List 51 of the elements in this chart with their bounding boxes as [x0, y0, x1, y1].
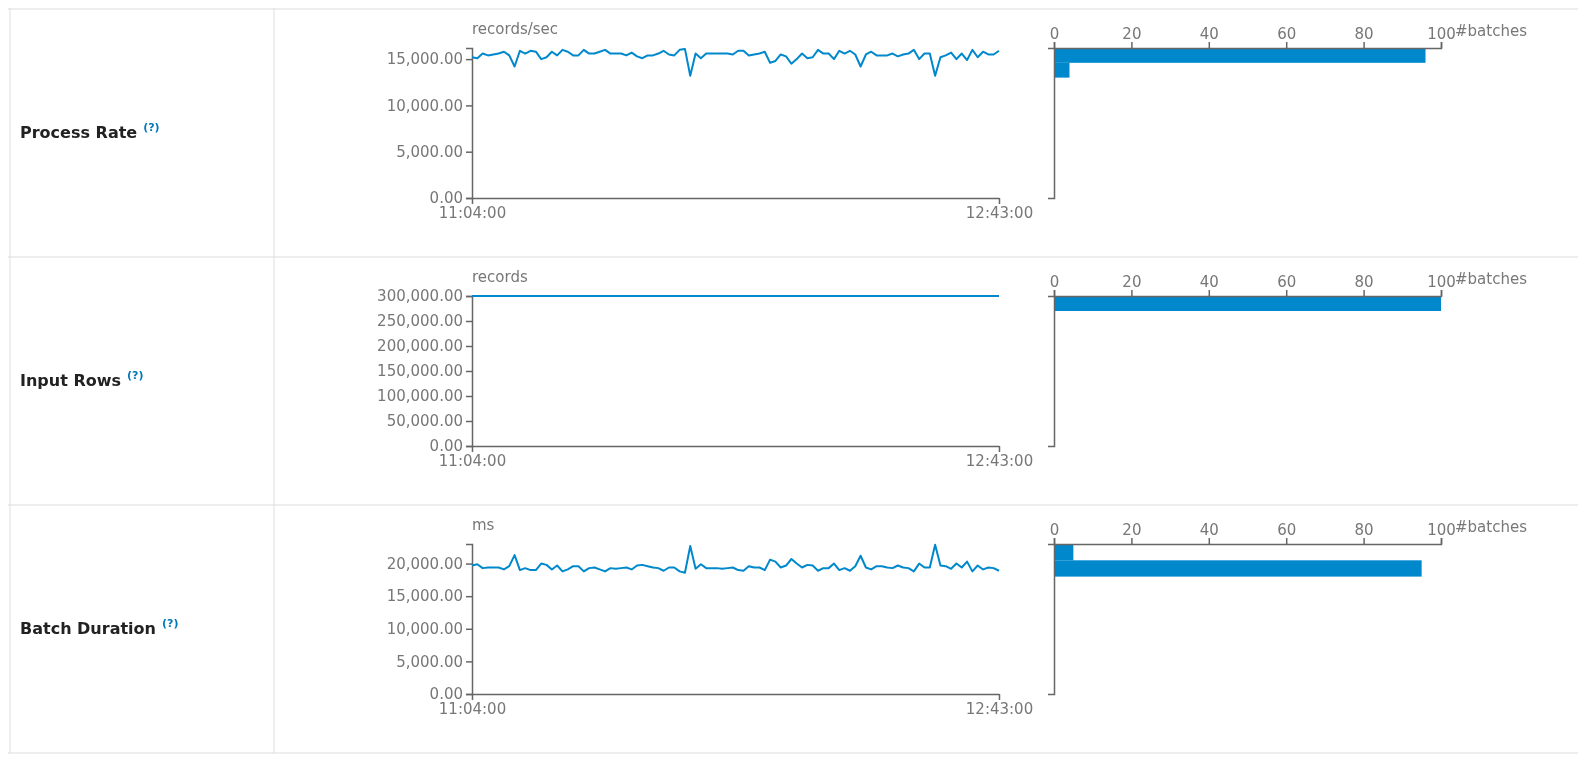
x-tick-label: 80 [1354, 25, 1374, 43]
y-tick-label: 15,000.00 [386, 50, 463, 69]
y-tick-label: 15,000.00 [386, 587, 463, 606]
x-tick-label: 12:43:00 [965, 699, 1034, 718]
x-tick-label: 40 [1199, 521, 1219, 539]
y-tick-label: 200,000.00 [377, 337, 463, 356]
x-tick-label: 12:43:00 [965, 203, 1034, 222]
text: (?) [161, 617, 179, 631]
y-axis-title: records/sec [472, 20, 559, 38]
text: Input Rows [20, 371, 122, 390]
y-tick-label: 20,000.00 [386, 554, 463, 573]
y-tick-label: 300,000.00 [377, 287, 463, 306]
x-tick-label: 0 [1049, 521, 1060, 539]
y-tick-label: 10,000.00 [386, 620, 463, 639]
x-tick-label: 20 [1122, 25, 1142, 43]
y-tick-label: 100,000.00 [377, 387, 463, 406]
x-tick-label: 11:04:00 [438, 451, 507, 470]
x-tick-label: 0 [1049, 273, 1060, 291]
x-tick-label: 40 [1199, 25, 1219, 43]
x-axis-title: #batches [1455, 22, 1528, 40]
text: (?) [143, 121, 160, 135]
x-tick-label: 60 [1277, 25, 1297, 43]
x-axis-title: #batches [1455, 270, 1528, 288]
y-tick-label: 50,000.00 [386, 412, 463, 431]
x-tick-label: 12:43:00 [965, 451, 1034, 470]
x-axis-title: #batches [1455, 518, 1528, 536]
x-tick-label: 11:04:00 [438, 699, 507, 718]
y-tick-label: 150,000.00 [377, 362, 463, 381]
y-tick-label: 5,000.00 [396, 143, 463, 161]
y-axis-title: records [472, 268, 528, 286]
x-tick-label: 100 [1427, 273, 1456, 291]
x-tick-label: 80 [1354, 521, 1374, 539]
x-tick-label: 100 [1427, 521, 1456, 539]
text: Batch Duration [20, 619, 156, 638]
x-tick-label: 40 [1199, 273, 1219, 291]
text: Process Rate [20, 123, 138, 142]
line-series [471, 47, 1000, 77]
x-tick-label: 20 [1122, 273, 1142, 291]
x-tick-label: 20 [1122, 521, 1142, 539]
text: (?) [127, 369, 144, 383]
y-tick-label: 10,000.00 [386, 96, 463, 115]
x-tick-label: 60 [1277, 273, 1297, 291]
x-tick-label: 11:04:00 [438, 203, 507, 222]
y-tick-label: 5,000.00 [396, 652, 463, 671]
x-tick-label: 100 [1427, 25, 1456, 43]
x-tick-label: 0 [1049, 25, 1060, 43]
line-series [471, 543, 1000, 574]
x-tick-label: 60 [1277, 521, 1297, 539]
x-tick-label: 80 [1354, 273, 1374, 291]
y-axis-title: ms [472, 516, 495, 534]
y-tick-label: 250,000.00 [377, 312, 463, 331]
